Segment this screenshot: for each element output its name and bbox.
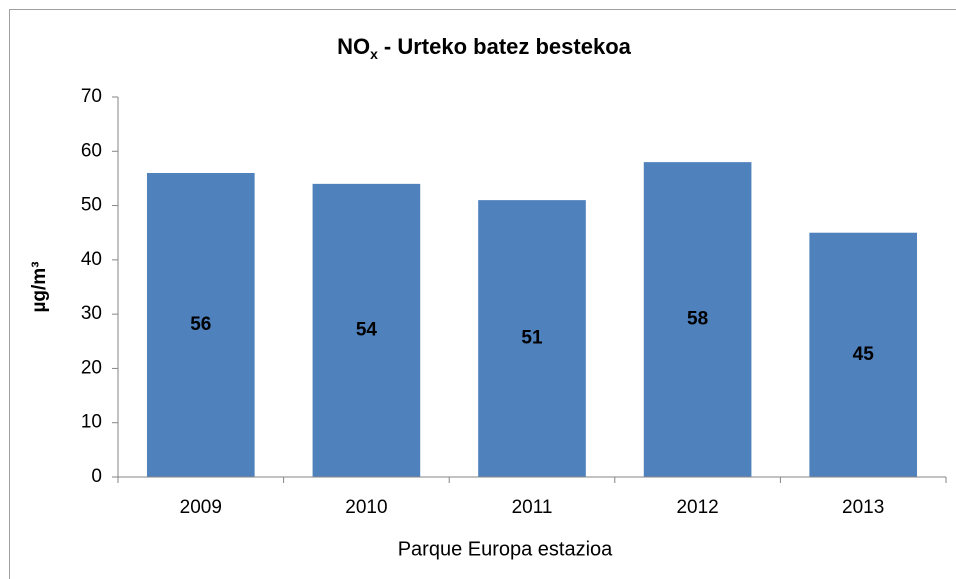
x-tick-label: 2011 — [512, 497, 553, 518]
x-tick-label: 2012 — [676, 497, 718, 518]
title-part: - Urteko batez bestekoa — [384, 34, 632, 59]
y-tick-label: 40 — [81, 249, 102, 270]
data-label: 51 — [521, 328, 543, 349]
title-subscript: x — [370, 46, 378, 62]
y-tick-label: 60 — [81, 140, 102, 161]
x-axis-label: Parque Europa estazioa — [398, 538, 613, 560]
x-tick-label: 2009 — [180, 497, 222, 518]
title-part: NO — [337, 34, 370, 59]
bar — [478, 200, 586, 477]
data-label: 54 — [356, 319, 378, 340]
y-tick-label: 70 — [81, 86, 102, 107]
chart-title: NOx - Urteko batez bestekoa — [337, 34, 632, 62]
x-tick-label: 2013 — [842, 497, 884, 518]
y-tick-label: 10 — [81, 412, 102, 433]
y-tick-label: 50 — [81, 195, 102, 216]
data-label: 58 — [687, 309, 708, 330]
bar — [643, 162, 752, 477]
data-label: 56 — [190, 314, 211, 335]
bar — [146, 173, 255, 477]
data-label: 45 — [853, 344, 875, 365]
y-tick-label: 0 — [91, 466, 102, 487]
bar — [312, 183, 421, 477]
bar — [809, 232, 918, 477]
y-tick-label: 30 — [81, 303, 102, 324]
x-tick-label: 2010 — [345, 497, 387, 518]
y-tick-label: 20 — [81, 357, 102, 378]
y-axis-label: µg/m³ — [29, 261, 50, 312]
